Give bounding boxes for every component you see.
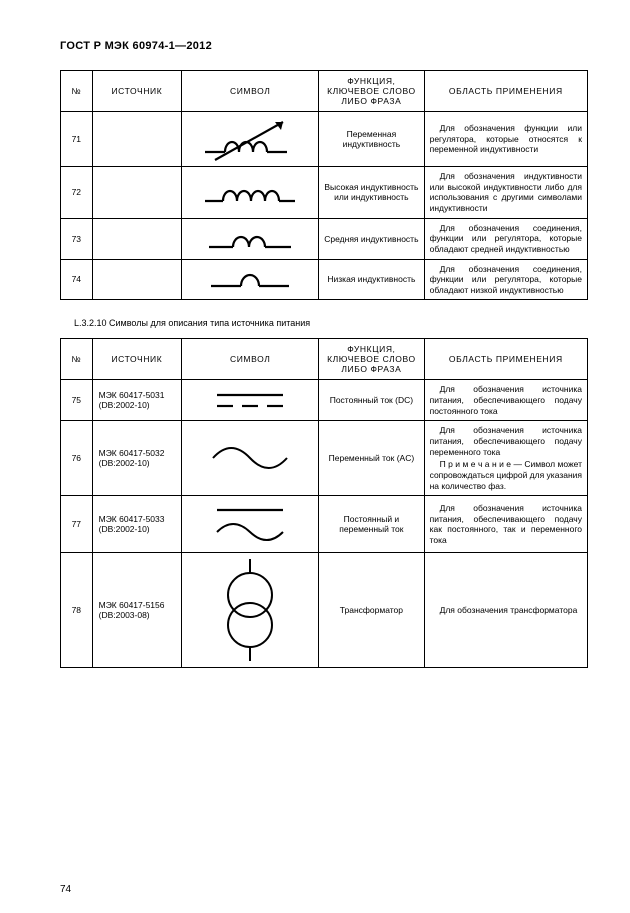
page: ГОСТ Р МЭК 60974-1—2012 № ИСТОЧНИК СИМВО…: [0, 0, 630, 913]
row-source: МЭК 60417-5156 (DB:2003-08): [92, 553, 182, 668]
th-num: №: [61, 71, 93, 112]
app-text: Для обозначения источника питания, обесп…: [430, 425, 582, 457]
row-application: Для обозначения функции или регулятора, …: [424, 112, 587, 167]
th-source: ИСТОЧНИК: [92, 339, 182, 380]
th-application: ОБЛАСТЬ ПРИМЕНЕНИЯ: [424, 71, 587, 112]
row-application: Для обозначения соединения, функции или …: [424, 259, 587, 300]
symbol-dc-ac: [182, 496, 319, 553]
row-function: Переменная индуктивность: [319, 112, 424, 167]
row-function: Постоянный и переменный ток: [319, 496, 424, 553]
row-function: Средняя индуктивность: [319, 218, 424, 259]
section-caption: L.3.2.10 Символы для описания типа источ…: [74, 318, 588, 328]
row-application: Для обозначения источника питания, обесп…: [424, 380, 587, 421]
row-num: 72: [61, 167, 93, 219]
table-row: 74 Низкая индуктивность Для обозначения …: [61, 259, 588, 300]
row-source: МЭК 60417-5033 (DB:2002-10): [92, 496, 182, 553]
row-source: МЭК 60417-5031 (DB:2002-10): [92, 380, 182, 421]
row-function: Переменный ток (AC): [319, 421, 424, 496]
table-row: 75 МЭК 60417-5031 (DB:2002-10) Постоянны…: [61, 380, 588, 421]
document-title: ГОСТ Р МЭК 60974-1—2012: [60, 40, 588, 52]
th-source: ИСТОЧНИК: [92, 71, 182, 112]
row-source: [92, 112, 182, 167]
row-application: Для обозначения соединения, функции или …: [424, 218, 587, 259]
row-source: МЭК 60417-5032 (DB:2002-10): [92, 421, 182, 496]
row-function: Низкая индуктивность: [319, 259, 424, 300]
th-function: ФУНКЦИЯ, КЛЮЧЕВОЕ СЛОВО ЛИБО ФРАЗА: [319, 339, 424, 380]
row-source: [92, 218, 182, 259]
table-row: 77 МЭК 60417-5033 (DB:2002-10) Постоянны…: [61, 496, 588, 553]
table-row: 78 МЭК 60417-5156 (DB:2003-08) Трансформ…: [61, 553, 588, 668]
th-symbol: СИМВОЛ: [182, 71, 319, 112]
app-note: П р и м е ч а н и е — Символ может сопро…: [430, 459, 582, 491]
symbols-table-2: № ИСТОЧНИК СИМВОЛ ФУНКЦИЯ, КЛЮЧЕВОЕ СЛОВ…: [60, 338, 588, 668]
row-application: Для обозначения трансформатора: [424, 553, 587, 668]
symbols-table-1: № ИСТОЧНИК СИМВОЛ ФУНКЦИЯ, КЛЮЧЕВОЕ СЛОВ…: [60, 70, 588, 300]
th-symbol: СИМВОЛ: [182, 339, 319, 380]
symbol-transformer: [182, 553, 319, 668]
row-num: 73: [61, 218, 93, 259]
page-number: 74: [60, 884, 71, 895]
row-function: Постоянный ток (DC): [319, 380, 424, 421]
row-num: 75: [61, 380, 93, 421]
table-header-row: № ИСТОЧНИК СИМВОЛ ФУНКЦИЯ, КЛЮЧЕВОЕ СЛОВ…: [61, 71, 588, 112]
table-row: 76 МЭК 60417-5032 (DB:2002-10) Переменны…: [61, 421, 588, 496]
row-application: Для обозначения индуктивности или высоко…: [424, 167, 587, 219]
th-application: ОБЛАСТЬ ПРИМЕНЕНИЯ: [424, 339, 587, 380]
th-function: ФУНКЦИЯ, КЛЮЧЕВОЕ СЛОВО ЛИБО ФРАЗА: [319, 71, 424, 112]
symbol-high-inductance: [182, 167, 319, 219]
row-num: 76: [61, 421, 93, 496]
table-row: 71 Переменная индуктивность Для обозначе…: [61, 112, 588, 167]
row-application: Для обозначения источника питания, обесп…: [424, 421, 587, 496]
symbol-ac: [182, 421, 319, 496]
symbol-medium-inductance: [182, 218, 319, 259]
row-num: 77: [61, 496, 93, 553]
row-function: Трансформатор: [319, 553, 424, 668]
row-source: [92, 167, 182, 219]
row-num: 78: [61, 553, 93, 668]
symbol-low-inductance: [182, 259, 319, 300]
row-function: Высокая индуктивность или индуктивность: [319, 167, 424, 219]
symbol-dc: [182, 380, 319, 421]
table-row: 73 Средняя индуктивность Для обозначения…: [61, 218, 588, 259]
table-header-row: № ИСТОЧНИК СИМВОЛ ФУНКЦИЯ, КЛЮЧЕВОЕ СЛОВ…: [61, 339, 588, 380]
th-num: №: [61, 339, 93, 380]
row-application: Для обозначения источника питания, обесп…: [424, 496, 587, 553]
symbol-variable-inductance: [182, 112, 319, 167]
row-num: 71: [61, 112, 93, 167]
row-source: [92, 259, 182, 300]
row-num: 74: [61, 259, 93, 300]
table-row: 72 Высокая индуктивность или индуктивнос…: [61, 167, 588, 219]
